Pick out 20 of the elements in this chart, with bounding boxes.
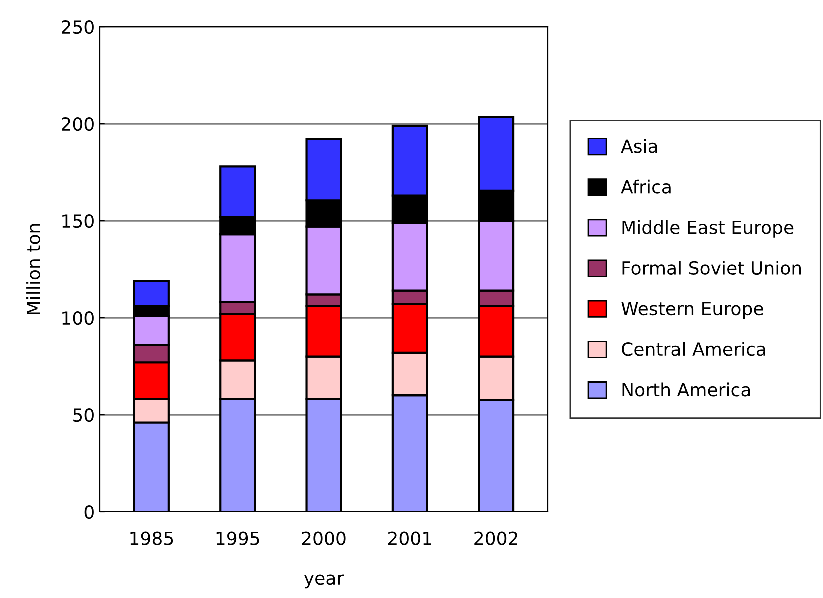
y-axis-title: Million ton — [26, 224, 41, 314]
legend-label: Western Europe — [622, 302, 764, 320]
legend-label: Formal Soviet Union — [622, 261, 802, 276]
legend-label: North America — [622, 382, 750, 397]
x-tick-label: 1995 — [216, 532, 260, 546]
legend-label: Middle East Europe — [622, 220, 794, 238]
x-tick-label: 2001 — [388, 532, 432, 546]
y-tick-label: 50 — [74, 408, 94, 422]
x-tick-label: 2000 — [302, 532, 346, 546]
legend-label: Central America — [622, 342, 766, 356]
legend-label: Africa — [621, 180, 671, 194]
y-tick-label: 200 — [62, 117, 94, 132]
x-axis-title: year — [304, 574, 344, 589]
x-tick-label: 2002 — [474, 532, 518, 546]
y-tick-label: 100 — [62, 311, 94, 326]
legend-label: Asia — [621, 139, 658, 154]
y-tick-label: 0 — [84, 505, 94, 520]
x-tick-label: 1985 — [130, 532, 174, 546]
y-tick-label: 150 — [62, 214, 94, 228]
y-tick-label: 250 — [62, 20, 94, 34]
